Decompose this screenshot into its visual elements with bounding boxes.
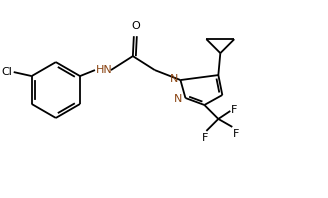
Text: F: F <box>231 105 238 115</box>
Text: F: F <box>202 133 209 143</box>
Text: N: N <box>170 74 178 84</box>
Text: HN: HN <box>96 65 113 75</box>
Text: Cl: Cl <box>2 67 13 77</box>
Text: F: F <box>233 129 240 139</box>
Text: N: N <box>174 94 182 104</box>
Text: O: O <box>131 21 140 31</box>
